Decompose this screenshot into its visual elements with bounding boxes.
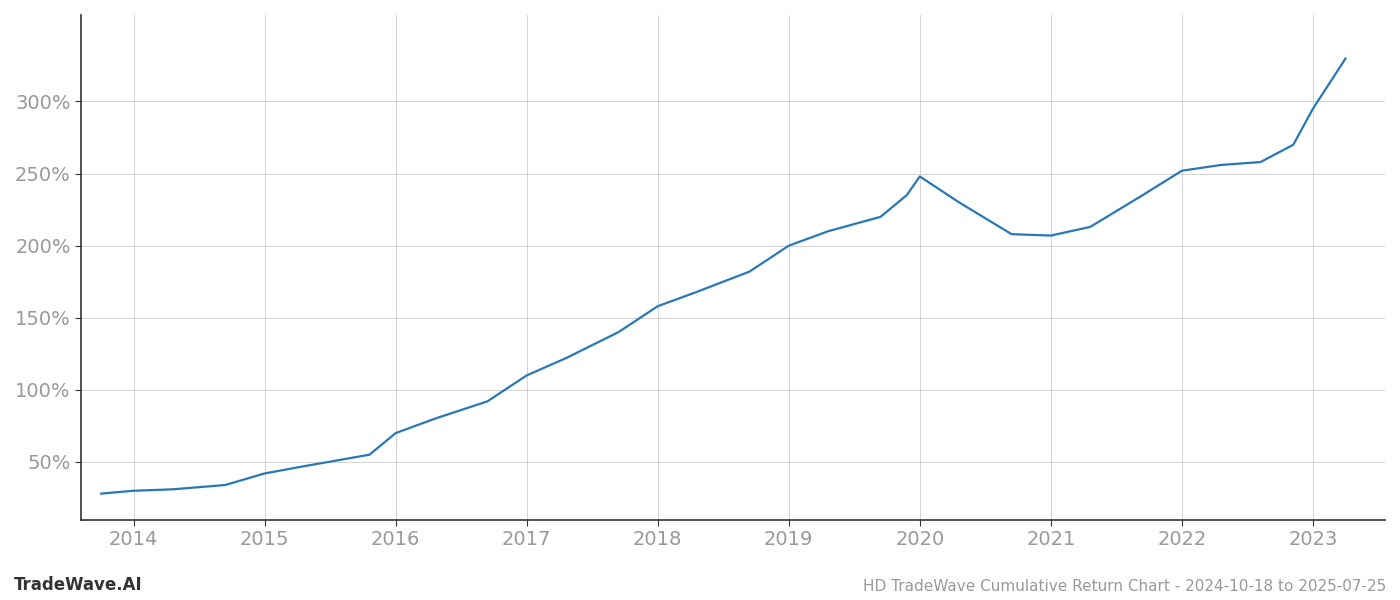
Text: TradeWave.AI: TradeWave.AI (14, 576, 143, 594)
Text: HD TradeWave Cumulative Return Chart - 2024-10-18 to 2025-07-25: HD TradeWave Cumulative Return Chart - 2… (862, 579, 1386, 594)
